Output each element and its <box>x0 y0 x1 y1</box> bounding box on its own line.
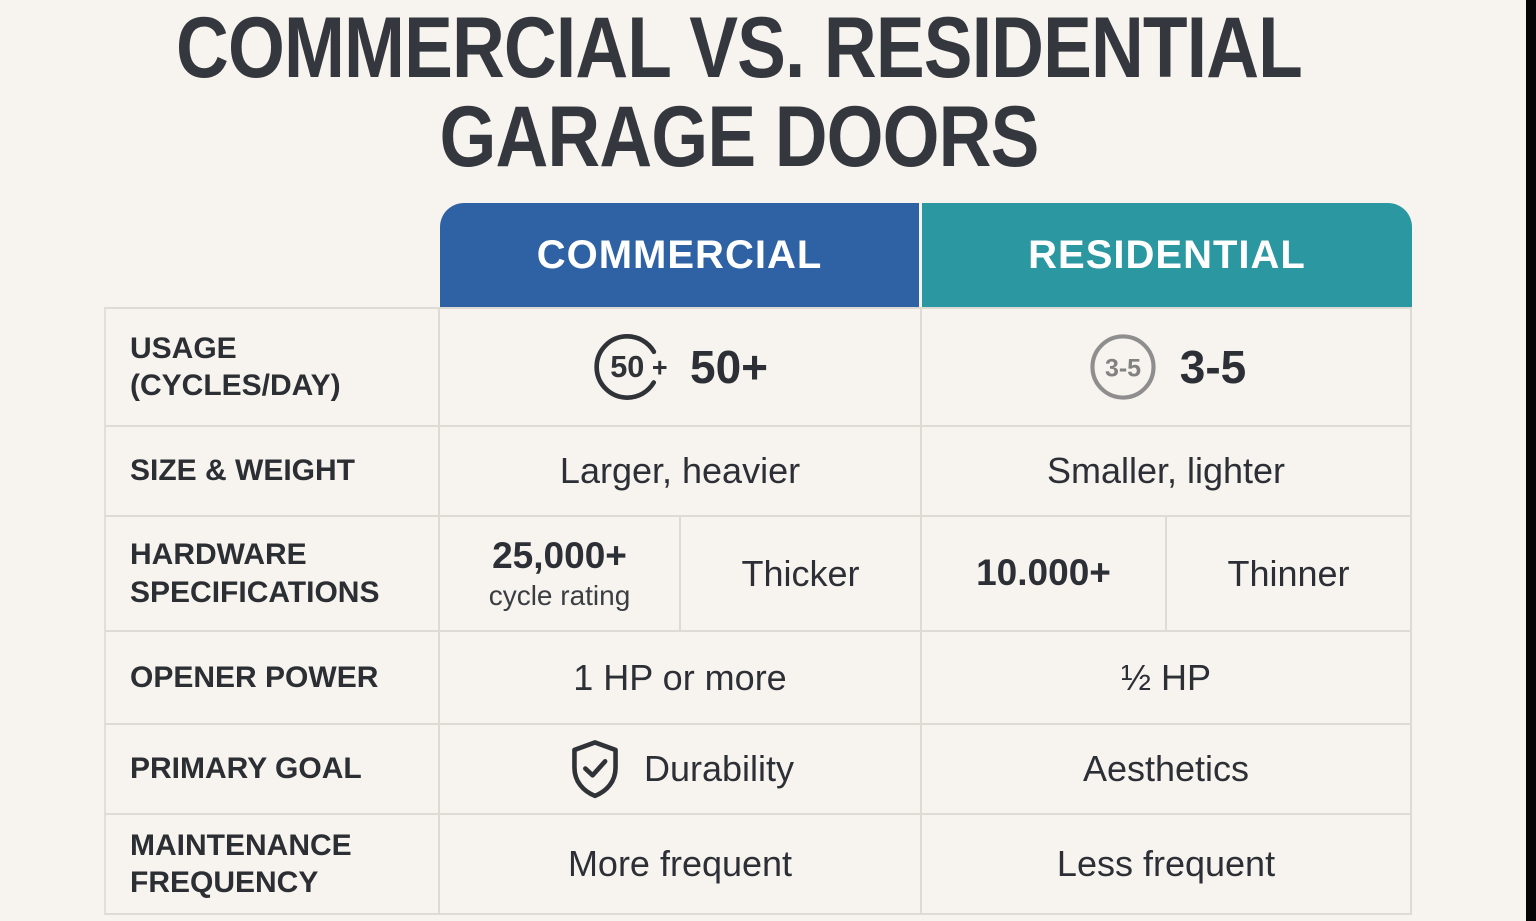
residential-header-label: RESIDENTIAL <box>1028 232 1306 277</box>
hardware-residential-thickness: Thinner <box>1227 552 1350 594</box>
usage-label-line-2: (CYCLES/DAY) <box>130 369 341 402</box>
opener-power-residential-value: ½ HP <box>1120 656 1212 698</box>
row-label-size-weight: SIZE & WEIGHT <box>104 427 440 517</box>
hardware-commercial-cycle-rating-cell: 25,000+ cycle rating <box>440 517 681 630</box>
usage-residential-value: 3-5 <box>1179 341 1247 393</box>
primary-goal-residential-cell: Aesthetics <box>922 725 1412 815</box>
hardware-residential-cell: 10.000+ Thinner <box>922 517 1412 632</box>
primary-goal-label: PRIMARY GOAL <box>130 752 362 786</box>
primary-goal-residential-value: Aesthetics <box>1082 748 1250 789</box>
opener-power-commercial-cell: 1 HP or more <box>440 632 922 725</box>
row-label-hardware: HARDWARE SPECIFICATIONS <box>104 517 440 632</box>
hardware-residential-cycle-rating: 10.000+ <box>976 552 1111 594</box>
maintenance-label-line-2: FREQUENCY <box>130 866 319 899</box>
primary-goal-commercial-cell: Durability <box>440 725 922 815</box>
hardware-commercial-cycle-rating-caption: cycle rating <box>488 579 631 611</box>
commercial-header-label: COMMERCIAL <box>536 232 823 277</box>
size-weight-label: SIZE & WEIGHT <box>130 454 355 488</box>
hardware-commercial-cell: 25,000+ cycle rating Thicker <box>440 517 922 632</box>
size-weight-commercial-cell: Larger, heavier <box>440 427 922 517</box>
badge-50-number: 50 <box>610 350 644 384</box>
hardware-commercial-thickness: Thicker <box>741 552 860 594</box>
shield-check-icon <box>572 739 618 798</box>
badge-3-5-text: 3-5 <box>1105 354 1141 382</box>
right-edge-bar <box>1526 0 1536 921</box>
usage-label-line-1: USAGE <box>130 331 237 365</box>
primary-goal-commercial-value: Durability <box>643 748 795 789</box>
title-line-1: COMMERCIAL VS. RESIDENTIAL <box>176 0 1303 96</box>
commercial-column-header: COMMERCIAL <box>440 203 922 307</box>
maintenance-label-line-1: MAINTENANCE <box>130 828 352 862</box>
maintenance-residential-value: Less frequent <box>1056 843 1276 884</box>
hardware-label-line-2: SPECIFICATIONS <box>130 575 380 609</box>
hardware-commercial-cycle-rating: 25,000+ <box>492 535 627 577</box>
row-label-opener-power: OPENER POWER <box>104 632 440 725</box>
row-label-usage: USAGE (CYCLES/DAY) <box>104 307 440 427</box>
usage-commercial-cell: 50 + 50+ <box>440 307 922 427</box>
size-weight-residential-cell: Smaller, lighter <box>922 427 1412 517</box>
circle-3-5-icon: 3-5 <box>1090 334 1156 400</box>
maintenance-commercial-cell: More frequent <box>440 815 922 915</box>
row-label-maintenance: MAINTENANCE FREQUENCY <box>104 815 440 915</box>
size-weight-commercial-value: Larger, heavier <box>559 450 801 491</box>
maintenance-residential-cell: Less frequent <box>922 815 1412 915</box>
size-weight-residential-value: Smaller, lighter <box>1046 450 1286 491</box>
usage-residential-cell: 3-5 3-5 <box>922 307 1412 427</box>
opener-power-commercial-value: 1 HP or more <box>573 656 787 698</box>
opener-power-residential-cell: ½ HP <box>922 632 1412 725</box>
badge-50-plus-sign: + <box>652 352 668 382</box>
circle-50-plus-icon: 50 + <box>594 334 668 400</box>
page-title: COMMERCIAL VS. RESIDENTIAL GARAGE DOORS <box>111 4 1367 181</box>
hardware-residential-thickness-cell: Thinner <box>1167 517 1410 630</box>
maintenance-commercial-value: More frequent <box>567 843 793 884</box>
hardware-residential-cycle-rating-cell: 10.000+ <box>922 517 1167 630</box>
row-label-primary-goal: PRIMARY GOAL <box>104 725 440 815</box>
title-line-2: GARAGE DOORS <box>439 88 1039 185</box>
comparison-table: COMMERCIAL RESIDENTIAL USAGE (CYCLES/DAY… <box>104 203 1412 915</box>
hardware-label-line-1: HARDWARE <box>130 538 307 571</box>
header-spacer-cell <box>104 203 440 307</box>
hardware-commercial-thickness-cell: Thicker <box>681 517 920 630</box>
opener-power-label: OPENER POWER <box>130 660 379 694</box>
residential-column-header: RESIDENTIAL <box>922 203 1412 307</box>
usage-commercial-value: 50+ <box>689 341 769 393</box>
